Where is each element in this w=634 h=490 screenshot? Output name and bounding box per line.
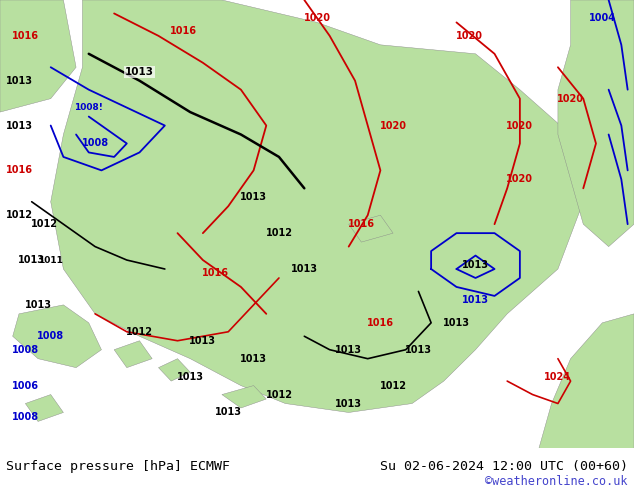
Polygon shape xyxy=(13,305,101,368)
Text: 1013: 1013 xyxy=(335,398,362,409)
Text: 1013: 1013 xyxy=(240,192,267,202)
Text: 1013: 1013 xyxy=(6,75,32,86)
Text: ©weatheronline.co.uk: ©weatheronline.co.uk xyxy=(485,475,628,488)
Text: 1012: 1012 xyxy=(126,327,153,337)
Polygon shape xyxy=(114,341,152,368)
Text: 1020: 1020 xyxy=(507,174,533,184)
Text: 1020: 1020 xyxy=(507,121,533,130)
Polygon shape xyxy=(539,314,634,448)
Text: 1004: 1004 xyxy=(589,13,616,23)
Polygon shape xyxy=(25,394,63,421)
Text: 1013: 1013 xyxy=(291,264,318,274)
Text: 1016: 1016 xyxy=(12,31,39,41)
Text: 1012: 1012 xyxy=(6,210,32,220)
Text: 1016: 1016 xyxy=(171,26,197,36)
Text: 1013: 1013 xyxy=(443,318,470,328)
Text: 1013: 1013 xyxy=(25,300,51,310)
Text: 1011: 1011 xyxy=(38,256,63,265)
Polygon shape xyxy=(51,0,583,413)
Polygon shape xyxy=(158,359,190,381)
Text: Su 02-06-2024 12:00 UTC (00+60): Su 02-06-2024 12:00 UTC (00+60) xyxy=(380,460,628,473)
Text: 1013: 1013 xyxy=(177,371,204,382)
Text: 1008: 1008 xyxy=(37,331,64,341)
Text: 1012: 1012 xyxy=(266,390,292,399)
Text: 1020: 1020 xyxy=(304,13,330,23)
Polygon shape xyxy=(0,0,76,112)
Text: 1008: 1008 xyxy=(12,412,39,422)
Polygon shape xyxy=(222,386,266,408)
Text: 1013: 1013 xyxy=(190,336,216,346)
Text: 1020: 1020 xyxy=(380,121,406,130)
Text: 1013: 1013 xyxy=(335,344,362,355)
Text: 1012: 1012 xyxy=(31,219,58,229)
Text: 1013: 1013 xyxy=(462,295,489,305)
Text: 1008!: 1008! xyxy=(74,103,103,112)
Text: 1020: 1020 xyxy=(456,31,482,41)
Text: 1013: 1013 xyxy=(6,121,32,130)
Text: 1013: 1013 xyxy=(215,408,242,417)
Text: 1008: 1008 xyxy=(12,344,39,355)
Text: 1016: 1016 xyxy=(202,269,229,278)
Text: 1013: 1013 xyxy=(18,255,45,265)
Text: 1013: 1013 xyxy=(125,67,154,77)
Text: 1006: 1006 xyxy=(12,381,39,391)
Text: 1008: 1008 xyxy=(82,139,108,148)
Text: 1016: 1016 xyxy=(367,318,394,328)
Text: Surface pressure [hPa] ECMWF: Surface pressure [hPa] ECMWF xyxy=(6,460,230,473)
Text: 1020: 1020 xyxy=(557,94,584,104)
Text: 1013: 1013 xyxy=(240,354,267,364)
Text: 1012: 1012 xyxy=(380,381,406,391)
Text: 1016: 1016 xyxy=(348,219,375,229)
Polygon shape xyxy=(558,0,634,246)
Text: 1013: 1013 xyxy=(405,344,432,355)
Polygon shape xyxy=(349,215,393,242)
Text: 1016: 1016 xyxy=(6,165,32,175)
Text: 1012: 1012 xyxy=(266,228,292,238)
Text: 1013: 1013 xyxy=(462,260,489,270)
Text: 1024: 1024 xyxy=(545,371,571,382)
